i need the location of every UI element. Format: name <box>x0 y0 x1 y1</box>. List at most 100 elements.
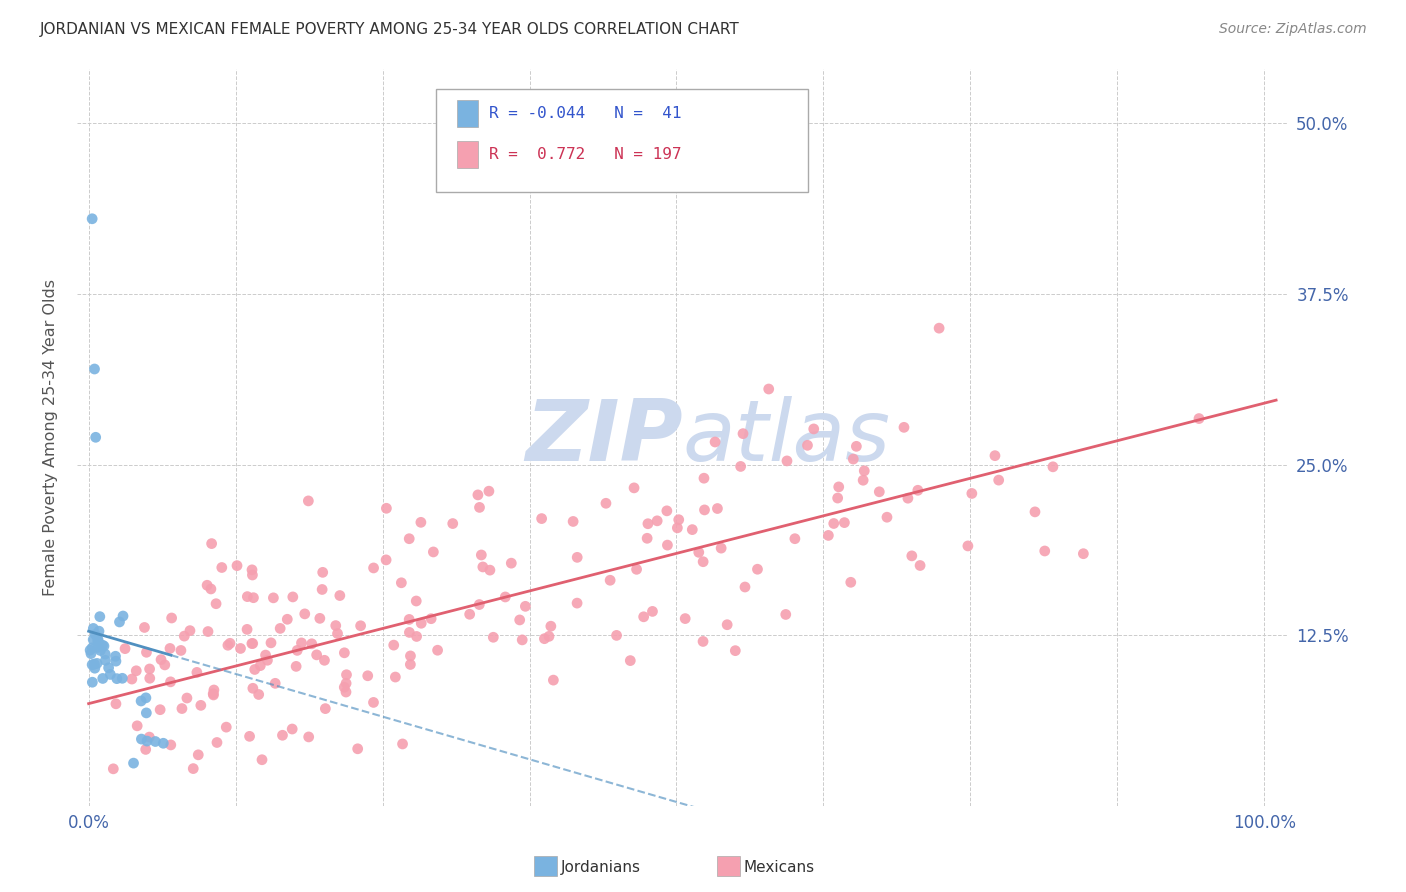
Point <box>247 688 270 702</box>
Point <box>478 563 501 577</box>
Point <box>426 643 449 657</box>
Point <box>641 604 664 618</box>
Point <box>515 599 537 614</box>
Point <box>153 657 176 672</box>
Point <box>160 611 183 625</box>
Point <box>173 629 195 643</box>
Point <box>79 643 101 657</box>
Point <box>181 762 204 776</box>
Point <box>1024 505 1046 519</box>
Point <box>834 516 856 530</box>
Point <box>384 670 406 684</box>
Point <box>134 620 156 634</box>
Point <box>606 628 628 642</box>
Point <box>1073 547 1095 561</box>
Point <box>87 633 110 648</box>
Point <box>108 615 131 629</box>
Point <box>335 667 357 681</box>
Point <box>138 730 160 744</box>
Point <box>254 648 277 662</box>
Point <box>226 558 249 573</box>
Point <box>853 464 876 478</box>
Point <box>828 480 851 494</box>
Text: Mexicans: Mexicans <box>744 860 815 874</box>
Point <box>84 627 107 641</box>
Point <box>666 521 689 535</box>
Point <box>202 687 225 701</box>
Point <box>623 481 645 495</box>
Point <box>139 671 162 685</box>
Point <box>159 641 181 656</box>
Point <box>121 672 143 686</box>
Point <box>294 607 316 621</box>
Point <box>281 722 304 736</box>
Point <box>619 654 641 668</box>
Point <box>129 694 152 708</box>
Point <box>673 611 696 625</box>
Point <box>312 566 335 580</box>
Point <box>314 653 336 667</box>
Point <box>276 612 298 626</box>
Point <box>170 643 193 657</box>
Point <box>243 663 266 677</box>
Point <box>562 515 585 529</box>
Point <box>290 636 312 650</box>
Point <box>186 665 208 680</box>
Point <box>111 671 134 685</box>
Point <box>928 321 950 335</box>
Point <box>478 484 501 499</box>
Point <box>382 638 405 652</box>
Point <box>202 683 225 698</box>
Point <box>335 685 357 699</box>
Point <box>422 545 444 559</box>
Point <box>823 516 845 531</box>
Point <box>256 653 278 667</box>
Point <box>399 648 422 663</box>
Point <box>468 500 491 515</box>
Point <box>868 484 890 499</box>
Point <box>80 647 103 661</box>
Point <box>91 638 114 652</box>
Point <box>82 640 104 655</box>
Point <box>143 734 166 748</box>
Point <box>240 636 263 650</box>
Point <box>236 623 259 637</box>
Point <box>389 575 412 590</box>
Point <box>693 503 716 517</box>
Point <box>501 556 523 570</box>
Point <box>681 523 703 537</box>
Point <box>633 609 655 624</box>
Text: R =  0.772   N = 197: R = 0.772 N = 197 <box>489 147 682 161</box>
Point <box>179 624 201 638</box>
Point <box>509 613 531 627</box>
Point <box>285 659 308 673</box>
Point <box>398 532 420 546</box>
Point <box>84 430 107 444</box>
Point <box>219 636 242 650</box>
Point <box>409 516 432 530</box>
Point <box>724 643 747 657</box>
Point <box>363 695 385 709</box>
Point <box>239 729 262 743</box>
Point <box>94 653 117 667</box>
Point <box>688 545 710 559</box>
Point <box>333 680 356 694</box>
Point <box>716 617 738 632</box>
Point <box>420 612 443 626</box>
Point <box>82 211 104 226</box>
Point <box>533 632 555 646</box>
Point <box>314 701 336 715</box>
Point <box>298 730 321 744</box>
Point <box>131 732 153 747</box>
Point <box>657 538 679 552</box>
Point <box>215 720 238 734</box>
Point <box>468 598 491 612</box>
Point <box>104 654 127 668</box>
Point <box>984 449 1007 463</box>
Point <box>908 558 931 573</box>
Point <box>494 590 516 604</box>
Point <box>363 561 385 575</box>
Point <box>260 636 283 650</box>
Point <box>543 673 565 687</box>
Point <box>399 657 422 672</box>
